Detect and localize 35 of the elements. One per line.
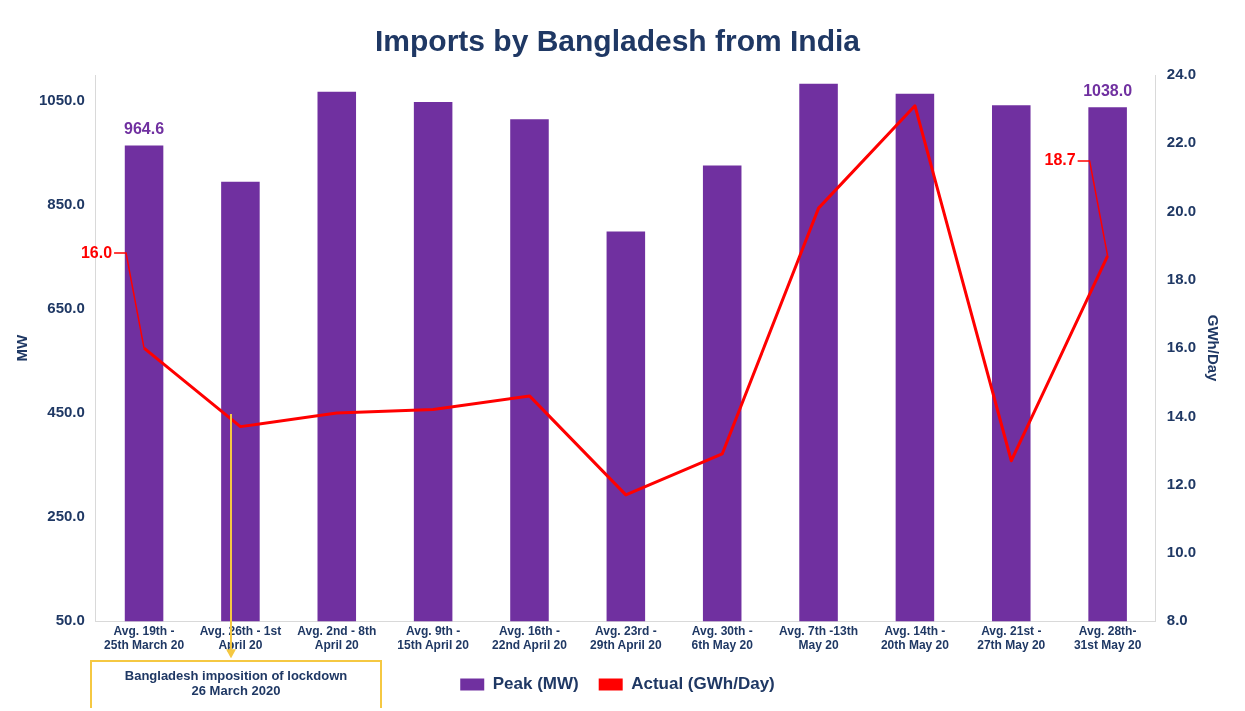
data-label: 1038.0 — [1083, 81, 1133, 99]
data-label: 964.6 — [124, 119, 165, 137]
x-tick-label: Avg. 14th - 20th May 20 — [880, 623, 950, 653]
y-tick-label: 250.0 — [47, 507, 85, 525]
x-tick-label: Avg. 7th -13th May 20 — [779, 623, 859, 653]
y2-tick-label: 14.0 — [1166, 406, 1197, 424]
y-tick-label: 650.0 — [47, 299, 85, 317]
x-tick-label: Avg. 30th - 6th May 20 — [691, 623, 754, 653]
x-tick-label: Avg. 9th - 15th April 20 — [397, 623, 470, 653]
y2-tick-label: 24.0 — [1166, 65, 1197, 83]
legend-label: Peak (MW) — [492, 674, 579, 694]
y2-tick-label: 10.0 — [1166, 543, 1197, 561]
x-tick-label: Avg. 28th- 31st May 20 — [1073, 623, 1142, 653]
y2-axis-title: GWh/Day — [1204, 314, 1222, 383]
x-tick-label: Avg. 21st - 27th May 20 — [977, 623, 1046, 653]
y2-tick-label: 16.0 — [1166, 338, 1197, 356]
x-tick-label: Avg. 19th - 25th March 20 — [104, 623, 185, 653]
y2-tick-label: 20.0 — [1166, 201, 1197, 219]
y2-tick-label: 18.0 — [1166, 269, 1197, 287]
legend-label: Actual (GWh/Day) — [631, 674, 775, 694]
text: Bangladesh imposition of lockdown 26 March 2020 — [90, 660, 382, 708]
y2-tick-label: 8.0 — [1166, 611, 1188, 629]
y2-tick-label: 12.0 — [1166, 474, 1197, 492]
x-tick-label: Avg. 16th - 22nd April 20 — [492, 623, 568, 653]
x-tick-label: Avg. 2nd - 8th April 20 — [297, 623, 377, 653]
data-label: 16.0 — [80, 243, 113, 261]
y2-tick-label: 22.0 — [1166, 133, 1197, 151]
y-tick-label: 450.0 — [47, 403, 85, 421]
y-axis-title: MW — [13, 333, 31, 362]
x-tick-label: Avg. 23rd - 29th April 20 — [590, 623, 662, 653]
y-tick-label: 850.0 — [47, 195, 85, 213]
y-tick-label: 50.0 — [55, 611, 85, 629]
data-label: 18.7 — [1044, 151, 1076, 169]
y-tick-label: 1050.0 — [38, 91, 85, 109]
chart-title: Imports by Bangladesh from India — [374, 24, 861, 58]
